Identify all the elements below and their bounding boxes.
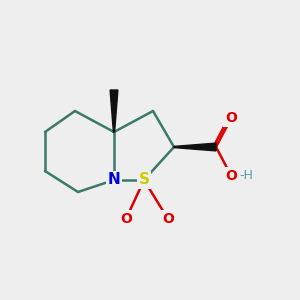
Polygon shape: [110, 90, 118, 132]
Polygon shape: [174, 143, 216, 151]
Text: O: O: [120, 212, 132, 226]
Text: O: O: [225, 169, 237, 182]
Text: N: N: [108, 172, 120, 188]
Text: -H: -H: [240, 169, 254, 182]
Text: O: O: [162, 212, 174, 226]
Text: O: O: [225, 112, 237, 125]
Text: S: S: [139, 172, 149, 188]
